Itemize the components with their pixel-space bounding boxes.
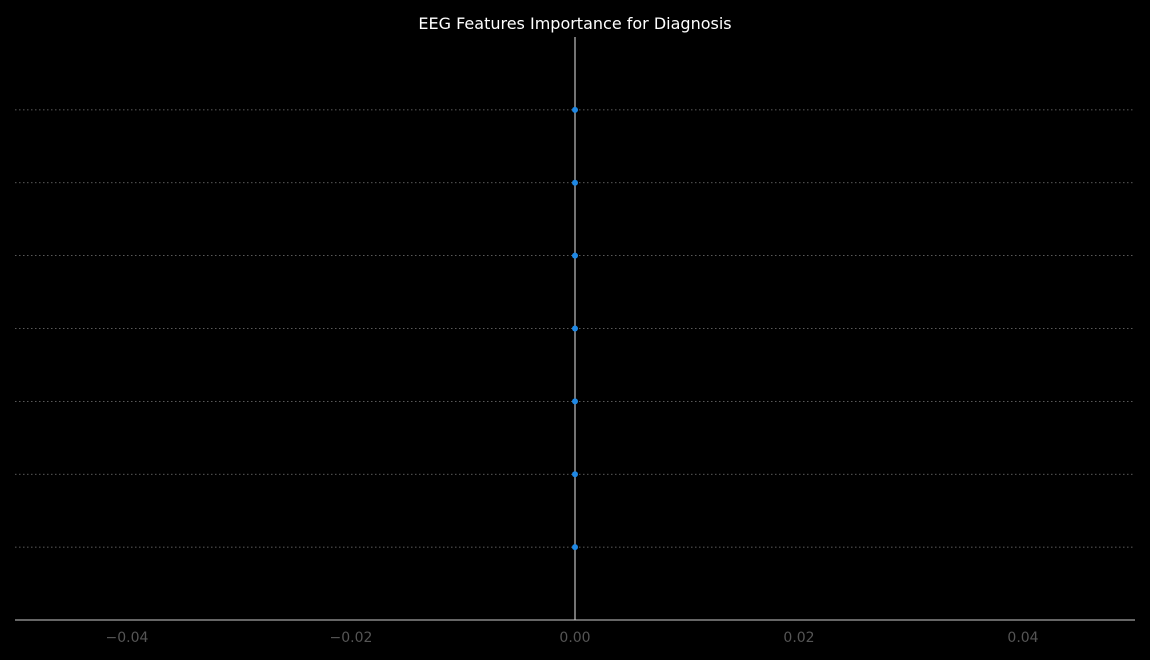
x-tick-label: −0.04 xyxy=(106,630,149,646)
x-tick-label: −0.02 xyxy=(330,630,373,646)
x-axis-ticks: −0.04 −0.02 0.00 0.02 0.04 xyxy=(106,630,1039,646)
data-point-5 xyxy=(572,398,578,405)
data-point-4 xyxy=(572,325,578,332)
x-tick-label: 0.02 xyxy=(783,630,814,646)
x-tick-label: 0.04 xyxy=(1007,630,1038,646)
data-point-3 xyxy=(572,252,578,259)
data-point-6 xyxy=(572,471,578,478)
data-point-2 xyxy=(572,179,578,186)
chart-title: EEG Features Importance for Diagnosis xyxy=(418,14,731,33)
data-point-7 xyxy=(572,544,578,551)
x-tick-label: 0.00 xyxy=(559,630,590,646)
data-points xyxy=(572,106,578,551)
data-point-1 xyxy=(572,106,578,113)
